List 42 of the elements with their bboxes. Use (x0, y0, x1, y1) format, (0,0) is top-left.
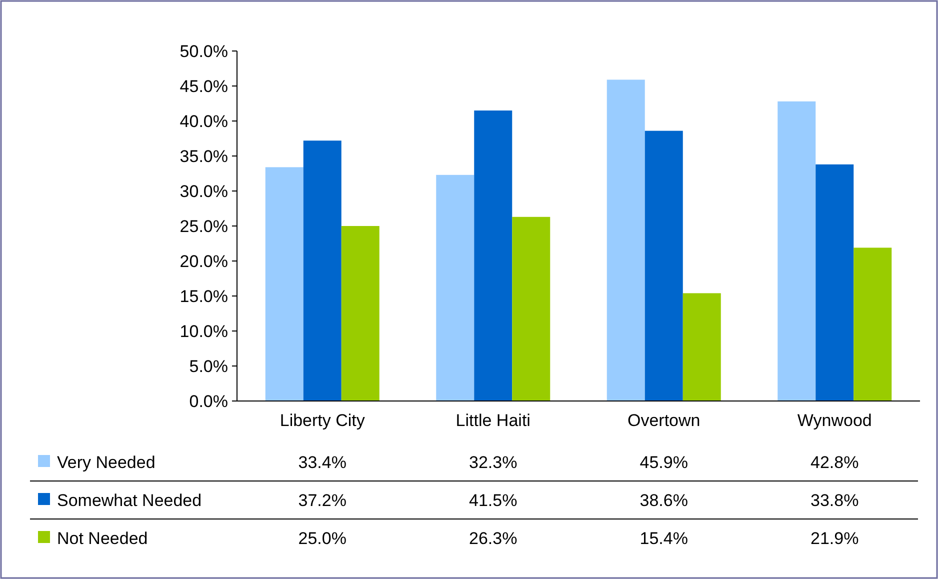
data-label: 45.9% (640, 452, 688, 472)
bar (606, 80, 645, 401)
x-tick-label: Wynwood (797, 410, 872, 430)
data-label: 33.8% (810, 490, 859, 510)
bar (644, 130, 683, 401)
data-label: 42.8% (810, 452, 859, 472)
y-tick-label: 45.0% (180, 76, 228, 96)
y-tick-label: 25.0% (180, 216, 228, 236)
y-tick-label: 5.0% (189, 356, 228, 376)
y-tick-label: 35.0% (180, 146, 228, 166)
data-label: 15.4% (640, 528, 688, 548)
bar (474, 110, 512, 401)
y-tick-label: 50.0% (180, 42, 228, 61)
x-tick-label: Liberty City (280, 410, 366, 430)
data-label: 21.9% (810, 528, 859, 548)
data-label: 25.0% (298, 528, 346, 548)
data-label: 32.3% (469, 452, 518, 472)
y-tick-label: 40.0% (180, 112, 228, 131)
data-label: 41.5% (469, 490, 518, 510)
y-tick-label: 20.0% (180, 252, 228, 271)
bar (816, 164, 854, 401)
bar (854, 248, 892, 401)
bar (512, 216, 550, 401)
bar (265, 167, 304, 401)
bar (682, 293, 721, 401)
legend-label: Not Needed (57, 528, 148, 548)
bar (341, 226, 380, 401)
y-tick-label: 10.0% (180, 322, 228, 341)
bar (303, 140, 342, 401)
y-tick-label: 15.0% (180, 286, 228, 306)
data-label: 37.2% (298, 490, 346, 510)
data-label: 33.4% (298, 452, 346, 472)
data-label: 26.3% (469, 528, 518, 548)
x-tick-label: Little Haiti (456, 410, 530, 430)
bar (778, 101, 816, 401)
x-tick-label: Overtown (628, 410, 700, 430)
bar (436, 174, 474, 401)
y-tick-label: 0.0% (189, 392, 228, 411)
legend-label: Somewhat Needed (57, 490, 202, 510)
legend-label: Very Needed (57, 452, 156, 472)
y-tick-label: 30.0% (180, 182, 228, 201)
data-label: 38.6% (640, 490, 688, 510)
